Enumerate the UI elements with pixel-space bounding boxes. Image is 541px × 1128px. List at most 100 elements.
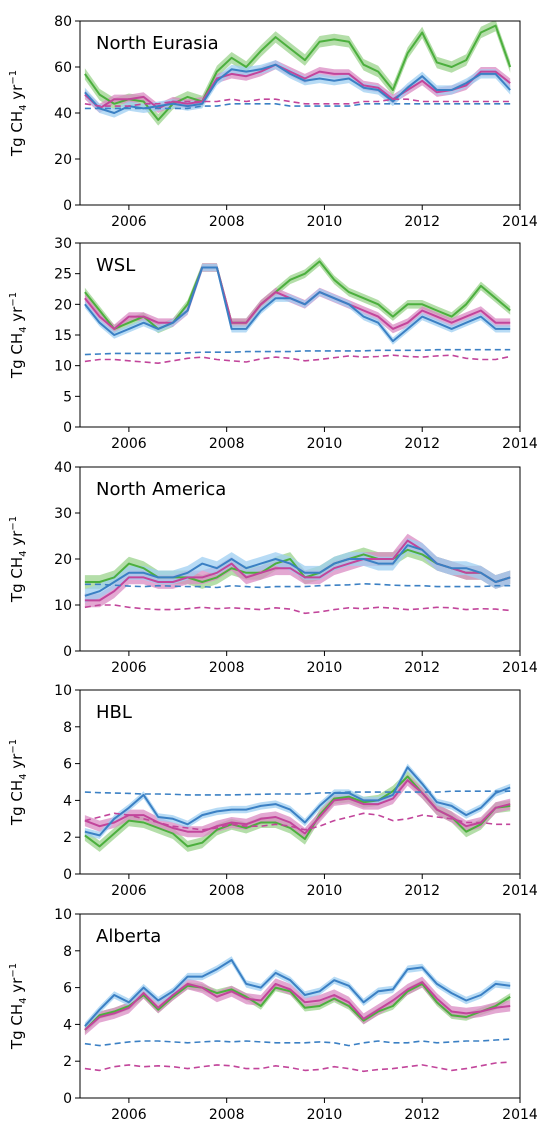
series-band-2 bbox=[84, 763, 511, 839]
ylabel-sub: 4 bbox=[18, 326, 29, 332]
ylabel-sup: −1 bbox=[8, 739, 19, 754]
series-line-4 bbox=[84, 354, 511, 365]
series-line-4 bbox=[84, 103, 511, 110]
series-line-4 bbox=[84, 604, 511, 615]
x-tick-label: 2012 bbox=[404, 1107, 440, 1123]
series-line-0 bbox=[84, 982, 511, 1031]
x-tick-label: 2006 bbox=[111, 436, 147, 452]
series-band-2 bbox=[84, 538, 511, 603]
y-tick-label: 4 bbox=[63, 793, 72, 809]
y-tick-label: 0 bbox=[63, 420, 72, 436]
series-line-3 bbox=[84, 790, 511, 796]
y-tick-label: 60 bbox=[54, 60, 72, 76]
series-line-3 bbox=[84, 582, 511, 589]
y-tick-label: 0 bbox=[63, 644, 72, 660]
series-line-3 bbox=[84, 98, 511, 107]
ylabel-main: Tg CH bbox=[8, 111, 26, 157]
y-tick-label: 10 bbox=[54, 598, 72, 614]
x-tick-label: 2012 bbox=[404, 436, 440, 452]
x-tick-label: 2008 bbox=[209, 436, 245, 452]
series-line-2 bbox=[84, 266, 511, 343]
y-tick-label: 0 bbox=[63, 1091, 72, 1107]
y-tick-label: 10 bbox=[54, 359, 72, 375]
x-tick-label: 2008 bbox=[209, 1107, 245, 1123]
series-group bbox=[84, 533, 511, 615]
ylabel-sup: −1 bbox=[8, 70, 19, 85]
y-tick-label: 8 bbox=[63, 720, 72, 736]
y-tick-label: 15 bbox=[54, 328, 72, 344]
x-tick-label: 2012 bbox=[404, 660, 440, 676]
x-tick-label: 2008 bbox=[209, 214, 245, 230]
x-tick-label: 2014 bbox=[502, 660, 538, 676]
panel-title: North America bbox=[96, 479, 226, 500]
axes-frame bbox=[79, 913, 521, 1099]
series-line-2 bbox=[84, 63, 511, 114]
series-group bbox=[84, 956, 511, 1073]
x-tick-label: 2012 bbox=[404, 214, 440, 230]
y-axis-label: Tg CH4 yr−1 bbox=[8, 963, 29, 1050]
y-tick-label: 6 bbox=[63, 757, 72, 773]
y-axis-label: Tg CH4 yr−1 bbox=[8, 739, 29, 826]
x-tick-label: 2010 bbox=[307, 660, 343, 676]
series-band-1 bbox=[84, 774, 511, 839]
y-tick-label: 20 bbox=[54, 152, 72, 168]
series-line-0 bbox=[84, 24, 512, 121]
ylabel-sub: 4 bbox=[18, 104, 29, 110]
x-tick-label: 2014 bbox=[502, 214, 538, 230]
series-group bbox=[84, 21, 512, 126]
y-tick-label: 6 bbox=[63, 981, 72, 997]
x-tick-label: 2008 bbox=[209, 883, 245, 899]
x-tick-label: 2010 bbox=[307, 1107, 343, 1123]
ylabel-sub: 4 bbox=[18, 550, 29, 556]
series-band-1 bbox=[84, 60, 511, 113]
ylabel-unit: yr bbox=[8, 530, 26, 551]
series-line-1 bbox=[84, 981, 511, 1031]
panel-title: North Eurasia bbox=[96, 33, 219, 54]
ylabel-unit: yr bbox=[8, 306, 26, 327]
ylabel-main: Tg CH bbox=[8, 1004, 26, 1050]
x-tick-label: 2006 bbox=[111, 214, 147, 230]
x-tick-label: 2010 bbox=[307, 436, 343, 452]
series-line-2 bbox=[84, 544, 511, 597]
ylabel-sup: −1 bbox=[8, 516, 19, 531]
y-axis-label: Tg CH4 yr−1 bbox=[8, 516, 29, 603]
x-tick-label: 2010 bbox=[307, 883, 343, 899]
axes-frame bbox=[79, 242, 521, 428]
series-line-4 bbox=[84, 812, 511, 831]
y-tick-label: 25 bbox=[54, 267, 72, 283]
series-line-3 bbox=[84, 348, 511, 356]
ylabel-main: Tg CH bbox=[8, 557, 26, 603]
ylabel-sup: −1 bbox=[8, 963, 19, 978]
y-tick-label: 40 bbox=[54, 106, 72, 122]
panel-title: Alberta bbox=[96, 926, 161, 947]
x-tick-label: 2008 bbox=[209, 660, 245, 676]
y-axis-label: Tg CH4 yr−1 bbox=[8, 70, 29, 157]
y-tick-label: 20 bbox=[54, 552, 72, 568]
y-tick-label: 10 bbox=[54, 907, 72, 923]
panel-1: 2006 2008 2010 2012 2014 0 5 10 15 20 25 30 WSL Tg CH… bbox=[8, 236, 538, 452]
y-tick-label: 10 bbox=[54, 683, 72, 699]
panel-2: 2006 2008 2010 2012 2014 0 10 20 30 40 North Ameri… bbox=[8, 460, 538, 676]
x-tick-label: 2012 bbox=[404, 883, 440, 899]
y-tick-label: 0 bbox=[63, 198, 72, 214]
x-tick-label: 2014 bbox=[502, 436, 538, 452]
ylabel-main: Tg CH bbox=[8, 780, 26, 826]
ylabel-unit: yr bbox=[8, 977, 26, 998]
ylabel-sup: −1 bbox=[8, 292, 19, 307]
series-group bbox=[84, 257, 511, 365]
y-axis-label: Tg CH4 yr−1 bbox=[8, 292, 29, 379]
series-line-3 bbox=[84, 1038, 511, 1047]
x-tick-label: 2006 bbox=[111, 1107, 147, 1123]
y-tick-label: 30 bbox=[54, 236, 72, 252]
series-band-2 bbox=[84, 263, 511, 345]
panel-title: WSL bbox=[96, 255, 135, 276]
x-tick-label: 2006 bbox=[111, 883, 147, 899]
y-tick-label: 40 bbox=[54, 460, 72, 476]
series-band-0 bbox=[84, 257, 511, 334]
x-tick-label: 2014 bbox=[502, 1107, 538, 1123]
y-tick-label: 8 bbox=[63, 944, 72, 960]
y-tick-label: 4 bbox=[63, 1017, 72, 1033]
